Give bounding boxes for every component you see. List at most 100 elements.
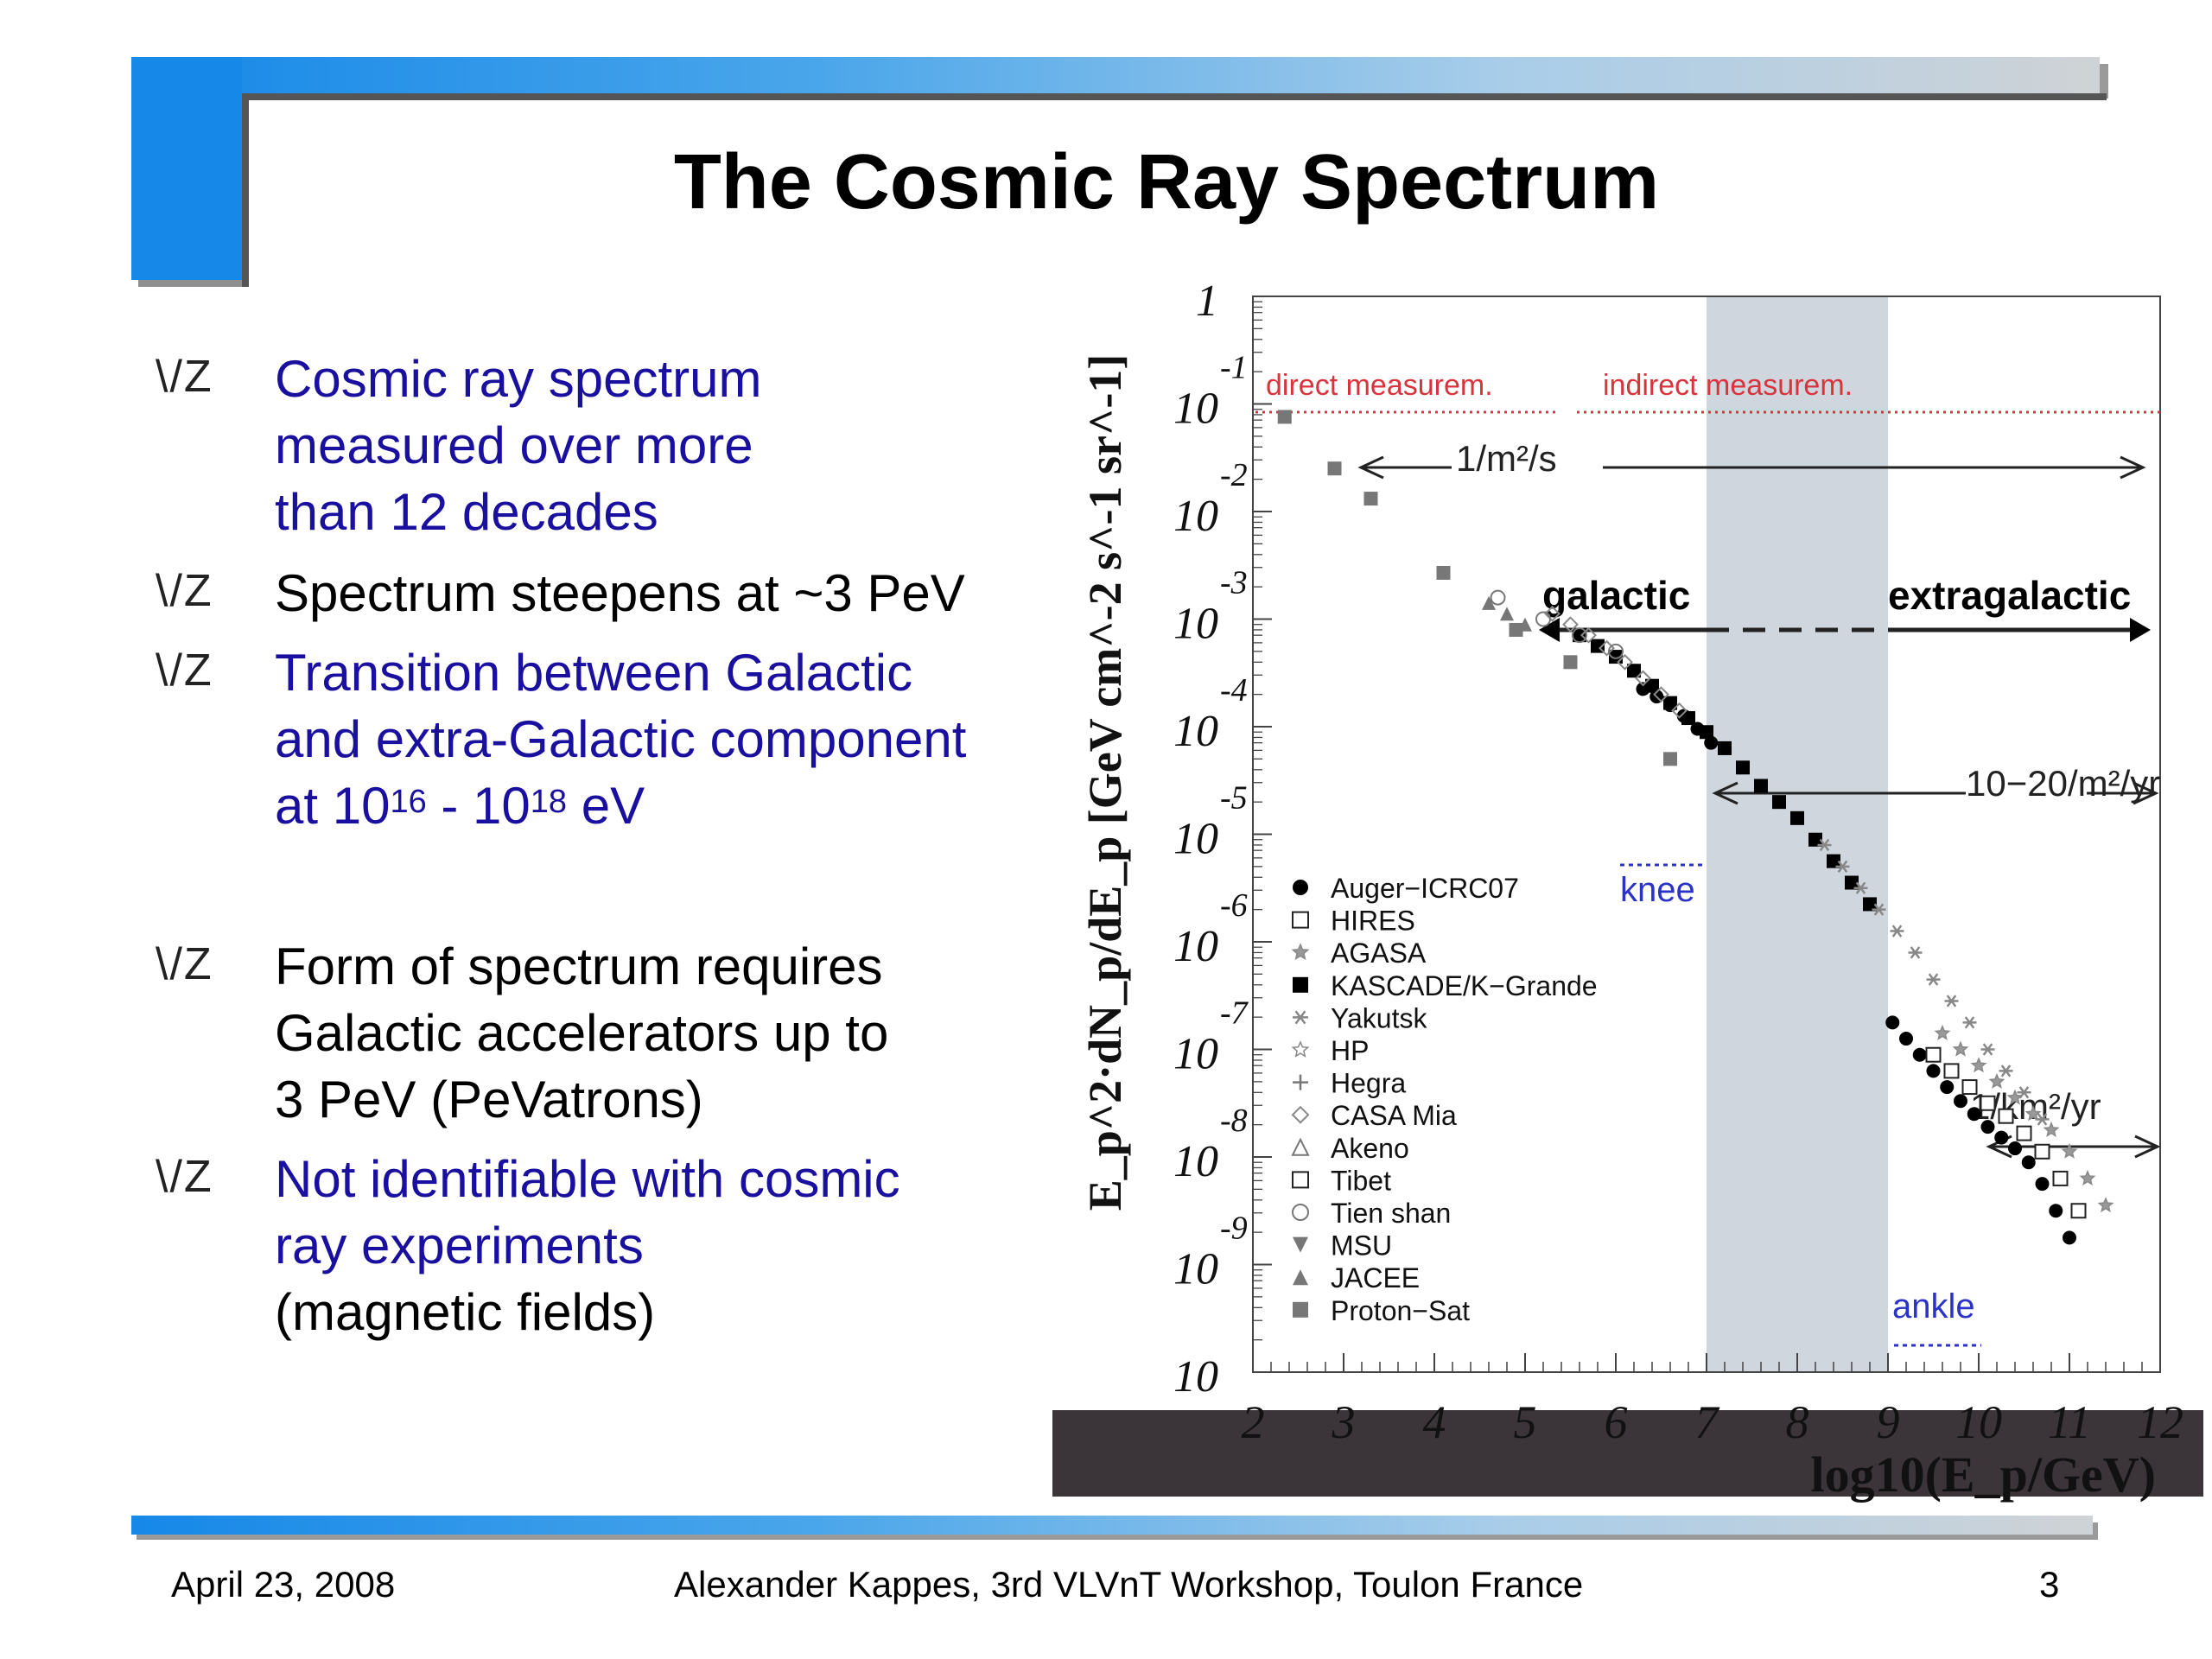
footer-date: April 23, 2008 — [171, 1564, 396, 1605]
data-point — [1690, 721, 1705, 736]
annotation-extragalactic: extragalactic — [1888, 573, 2131, 618]
bullet-line: and extra-Galactic component — [275, 710, 967, 768]
x-tick-label: 11 — [2048, 1396, 2091, 1448]
data-point — [2024, 1105, 2042, 1122]
y-tick-exponent: -3 — [1220, 565, 1248, 601]
legend-marker — [1291, 943, 1310, 961]
data-point — [1500, 607, 1514, 621]
slide-title: The Cosmic Ray Spectrum — [673, 139, 1660, 226]
data-point — [2061, 1142, 2078, 1159]
chart-dark-band — [1052, 1410, 2203, 1497]
bullet-marker: \/Z — [156, 352, 213, 402]
data-point — [1998, 1108, 2014, 1124]
data-point — [1980, 1043, 1995, 1056]
data-point — [1772, 795, 1786, 810]
data-point — [1835, 860, 1850, 873]
annotation-flux1: 1/m²/s — [1456, 438, 1557, 479]
data-point — [1573, 628, 1586, 643]
y-tick-exponent: -2 — [1220, 457, 1248, 493]
cosmic-ray-spectrum-chart: 2 3 4 5 6 7 8 9 10 11 12110-110-210-310-410-510-61… — [1079, 276, 2183, 1503]
x-axis-label: log10(E_p/GeV) — [1810, 1446, 2156, 1503]
data-point — [2052, 1170, 2069, 1186]
legend-marker — [1293, 1010, 1308, 1025]
legend-label: AGASA — [1331, 938, 1427, 969]
legend-label: Tibet — [1331, 1165, 1391, 1196]
data-point — [2021, 1155, 2036, 1170]
bullet-marker: \/Z — [156, 1152, 213, 1202]
annotation-flux2: 10−20/m²/yr — [1966, 763, 2160, 804]
data-point — [1277, 410, 1292, 424]
data-point — [1482, 595, 1496, 610]
bullet-line: Galactic accelerators up to — [275, 1004, 889, 1062]
flux2-arrowhead-left — [1712, 781, 1738, 805]
data-point — [1544, 605, 1560, 622]
data-point — [1863, 897, 1877, 912]
x-tick-label: 6 — [1605, 1396, 1628, 1448]
y-tick-label: 1 — [1196, 276, 1218, 326]
x-tick-label: 7 — [1695, 1396, 1720, 1448]
legend-marker — [1292, 1204, 1309, 1221]
legend-marker — [1293, 1074, 1308, 1090]
data-point — [2008, 1141, 2022, 1156]
legend-marker — [1293, 1236, 1308, 1253]
legend-label: JACEE — [1331, 1262, 1420, 1294]
bullet-line: Transition between Galactic — [275, 644, 913, 702]
data-point — [1754, 779, 1768, 793]
data-point — [1899, 1032, 1913, 1046]
data-point — [2043, 1121, 2060, 1137]
bullet-line: 3 PeV (PeVatrons) — [275, 1071, 703, 1128]
header-accent-block — [131, 57, 242, 280]
bullet-line: Cosmic ray spectrum — [275, 350, 762, 408]
data-point — [2063, 1230, 2076, 1245]
y-tick-exponent: -6 — [1220, 887, 1248, 924]
annotation-ankle: ankle — [1892, 1287, 1975, 1325]
data-point — [2049, 1204, 2063, 1218]
data-point — [1827, 854, 1840, 868]
bullet-marker: \/Z — [156, 645, 213, 696]
legend-label: KASCADE/K−Grande — [1331, 970, 1598, 1001]
data-point — [1572, 627, 1587, 644]
data-point — [1563, 655, 1578, 670]
data-point — [1952, 1040, 1969, 1057]
data-point — [1676, 709, 1691, 723]
legend-label: MSU — [1331, 1230, 1392, 1262]
data-point — [2070, 1203, 2087, 1219]
bullet-line: Not identifiable with cosmic — [275, 1150, 900, 1208]
x-tick-label: 5 — [1514, 1396, 1537, 1448]
legend-label: Yakutsk — [1331, 1002, 1427, 1033]
legend-label: Hegra — [1331, 1068, 1406, 1099]
data-point — [1994, 1130, 2009, 1145]
y-tick-label: 10 — [1173, 922, 1218, 971]
x-tick-label: 2 — [1242, 1396, 1265, 1448]
legend-marker — [1293, 1269, 1308, 1286]
x-tick-label: 9 — [1877, 1396, 1900, 1448]
header-gradient-bar — [131, 57, 2100, 99]
x-tick-label: 3 — [1332, 1396, 1356, 1448]
annotation-knee: knee — [1620, 871, 1695, 909]
bullet-text: Not identifiable with cosmic ray experim… — [275, 1146, 1139, 1345]
legend-label: Proton−Sat — [1331, 1295, 1470, 1326]
data-point — [1580, 626, 1597, 644]
data-point — [1636, 682, 1650, 696]
bullet-line: Form of spectrum requires — [275, 938, 883, 995]
y-tick-label: 10 — [1173, 492, 1218, 541]
y-tick-label: 10 — [1173, 815, 1218, 864]
data-point — [1736, 760, 1750, 775]
annotation-direct: direct measurem. — [1266, 369, 1493, 402]
data-point — [1509, 622, 1523, 637]
y-tick-label: 10 — [1173, 1352, 1218, 1402]
data-point — [1562, 616, 1579, 633]
data-point — [2006, 1089, 2024, 1105]
bullet-line: measured over more — [275, 416, 753, 474]
x-tick-label: 4 — [1423, 1396, 1446, 1448]
data-point — [1890, 925, 1904, 938]
data-point — [1999, 1065, 2013, 1077]
legend-marker — [1293, 880, 1308, 895]
y-tick-label: 10 — [1173, 1030, 1218, 1079]
legend-marker — [1293, 1301, 1308, 1318]
bullet-marker: \/Z — [156, 939, 213, 989]
data-point — [1817, 838, 1832, 852]
data-point — [1925, 1046, 1942, 1063]
y-tick-exponent: -7 — [1220, 995, 1249, 1032]
legend-label: Akeno — [1331, 1133, 1409, 1164]
